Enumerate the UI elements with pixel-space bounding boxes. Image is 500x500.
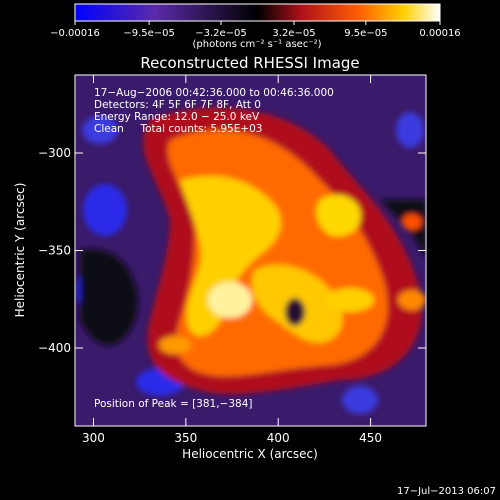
x-tick-label: 350 (174, 431, 197, 445)
annotation-peak-position: Position of Peak = [381,−384] (94, 398, 253, 410)
x-tick-label: 400 (267, 431, 290, 445)
colorbar-tick-label: −0.00016 (50, 28, 100, 39)
annotation-time-range: 17−Aug−2006 00:42:36.000 to 00:46:36.000 (94, 87, 334, 99)
colorbar-unit-label: (photons cm⁻² s⁻¹ asec⁻²) (192, 39, 321, 50)
x-tick-label: 300 (82, 431, 105, 445)
heatmap-image (75, 75, 426, 426)
y-tick-label: −300 (38, 146, 71, 160)
y-tick-label: −400 (38, 341, 71, 355)
colorbar-tick-label: 3.2e−05 (272, 28, 315, 39)
colorbar (74, 3, 441, 22)
annotation-energy-range: Energy Range: 12.0 − 25.0 keV (94, 111, 260, 123)
colorbar-tick-label: −9.5e−05 (123, 28, 175, 39)
y-axis-label: Heliocentric Y (arcsec) (13, 183, 27, 318)
chart-title: Reconstructed RHESSI Image (140, 54, 359, 72)
annotation-total-counts: Clean Total counts: 5.95E+03 (94, 123, 263, 135)
x-axis-label: Heliocentric X (arcsec) (182, 447, 318, 461)
colorbar-tick-label: 9.5e−05 (344, 28, 387, 39)
x-axis-ticks: 300 350 400 450 (82, 75, 382, 445)
annotation-detectors: Detectors: 4F 5F 6F 7F 8F, Att 0 (94, 99, 261, 111)
colorbar-tick-label: 0.00016 (419, 28, 460, 39)
y-axis-ticks: −300 −350 −400 (38, 146, 426, 355)
x-tick-label: 450 (359, 431, 382, 445)
colorbar-tick-label: −3.2e−05 (195, 28, 247, 39)
colorbar-ticks: −0.00016 −9.5e−05 −3.2e−05 3.2e−05 9.5e−05 0.… (50, 21, 461, 39)
timestamp: 17−Jul−2013 06:07 (397, 486, 496, 497)
y-tick-label: −350 (38, 244, 71, 258)
